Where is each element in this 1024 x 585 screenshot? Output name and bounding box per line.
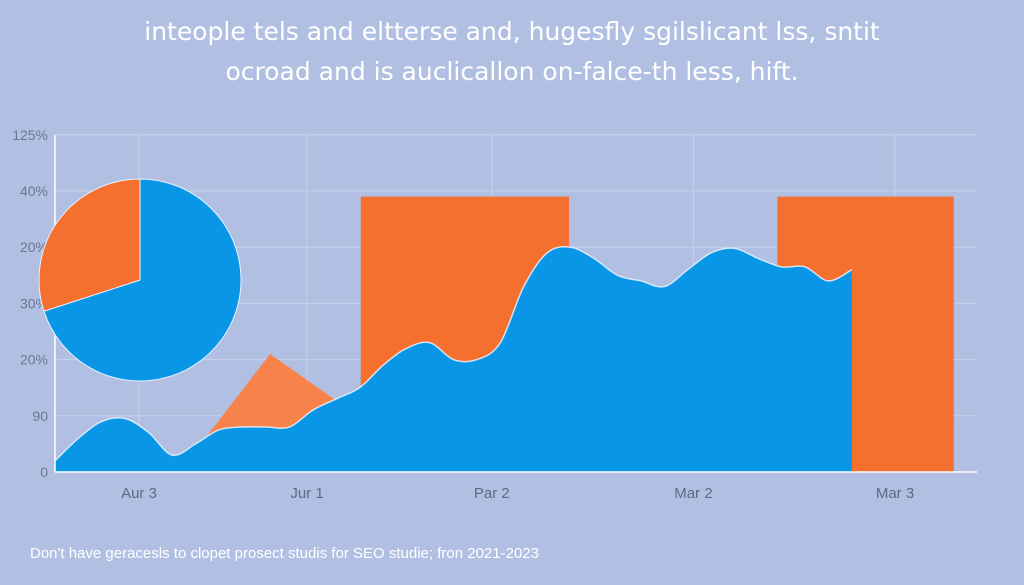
area-series-outline bbox=[54, 246, 853, 462]
x-tick-label: Par 2 bbox=[474, 485, 510, 502]
area-series-blue bbox=[55, 246, 852, 472]
x-tick-label: Aur 3 bbox=[121, 485, 157, 502]
pie-slice-blue bbox=[43, 178, 242, 382]
chart-title-line2: ocroad and is auclicallon on-falce-th le… bbox=[225, 57, 799, 86]
y-tick-label: 40% bbox=[20, 183, 48, 199]
y-tick-label: 20% bbox=[20, 239, 48, 255]
y-tick-label: 20% bbox=[20, 352, 48, 368]
footnote: Don't have geracesls to clopet prosect s… bbox=[30, 545, 539, 562]
y-tick-label: 90 bbox=[32, 408, 48, 424]
y-tick-label: 0 bbox=[40, 464, 48, 480]
x-tick-label: Mar 3 bbox=[876, 485, 914, 502]
chart-title-line1: inteople tels and eltterse and, hugesfly… bbox=[144, 17, 880, 46]
pie-slice-orange bbox=[38, 178, 141, 312]
x-tick-label: Mar 2 bbox=[674, 485, 712, 502]
y-tick-label: 125% bbox=[12, 127, 48, 143]
chart-title: inteople tels and eltterse and, hugesfly… bbox=[0, 12, 1024, 92]
x-tick-label: Jur 1 bbox=[290, 485, 323, 502]
